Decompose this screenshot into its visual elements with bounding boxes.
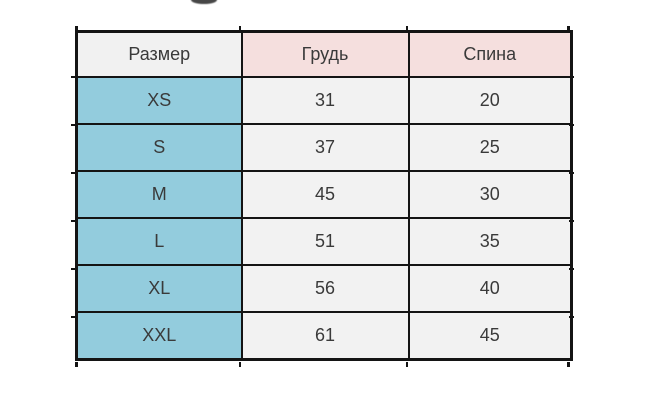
chest-value: 56 bbox=[240, 264, 410, 313]
grid-overshoot-tick bbox=[239, 26, 241, 31]
grid-overshoot-tick bbox=[569, 220, 574, 222]
table-row: L 51 35 bbox=[75, 217, 573, 266]
chest-value: 61 bbox=[240, 311, 410, 361]
back-value: 20 bbox=[407, 76, 573, 125]
back-value: 45 bbox=[407, 311, 573, 361]
grid-overshoot-tick bbox=[75, 26, 78, 31]
size-label: L bbox=[75, 217, 243, 266]
grid-overshoot-tick bbox=[71, 76, 76, 78]
chest-value: 31 bbox=[240, 76, 410, 125]
table-row: XS 31 20 bbox=[75, 76, 573, 125]
grid-overshoot-tick bbox=[569, 76, 574, 78]
back-value: 35 bbox=[407, 217, 573, 266]
size-label: XS bbox=[75, 76, 243, 125]
back-value: 25 bbox=[407, 123, 573, 172]
grid-overshoot-tick bbox=[569, 316, 574, 318]
header-back: Спина bbox=[407, 30, 573, 78]
grid-overshoot-tick bbox=[71, 268, 76, 270]
grid-overshoot-tick bbox=[569, 268, 574, 270]
grid-overshoot-tick bbox=[239, 362, 241, 367]
grid-overshoot-tick bbox=[567, 362, 570, 367]
header-chest: Грудь bbox=[240, 30, 410, 78]
chest-value: 51 bbox=[240, 217, 410, 266]
grid-overshoot-tick bbox=[71, 124, 76, 126]
table-row: M 45 30 bbox=[75, 170, 573, 219]
grid-overshoot-tick bbox=[75, 362, 78, 367]
size-table-grid: Размер Грудь Спина XS 31 20 S 37 25 M bbox=[75, 30, 573, 361]
grid-overshoot-tick bbox=[71, 220, 76, 222]
table-row: XL 56 40 bbox=[75, 264, 573, 313]
table-row: XXL 61 45 bbox=[75, 311, 573, 361]
size-label: M bbox=[75, 170, 243, 219]
grid-overshoot-tick bbox=[71, 316, 76, 318]
cropped-text-remnant bbox=[191, 0, 217, 4]
size-table: Размер Грудь Спина XS 31 20 S 37 25 M bbox=[71, 26, 574, 367]
size-label: XXL bbox=[75, 311, 243, 361]
grid-overshoot-tick bbox=[569, 124, 574, 126]
header-row: Размер Грудь Спина bbox=[75, 30, 573, 78]
grid-overshoot-tick bbox=[406, 362, 408, 367]
grid-overshoot-tick bbox=[569, 172, 574, 174]
grid-overshoot-tick bbox=[567, 26, 570, 31]
chest-value: 45 bbox=[240, 170, 410, 219]
grid-overshoot-tick bbox=[406, 26, 408, 31]
size-label: S bbox=[75, 123, 243, 172]
header-size: Размер bbox=[75, 30, 243, 78]
grid-overshoot-tick bbox=[71, 172, 76, 174]
size-label: XL bbox=[75, 264, 243, 313]
back-value: 40 bbox=[407, 264, 573, 313]
chest-value: 37 bbox=[240, 123, 410, 172]
back-value: 30 bbox=[407, 170, 573, 219]
table-row: S 37 25 bbox=[75, 123, 573, 172]
